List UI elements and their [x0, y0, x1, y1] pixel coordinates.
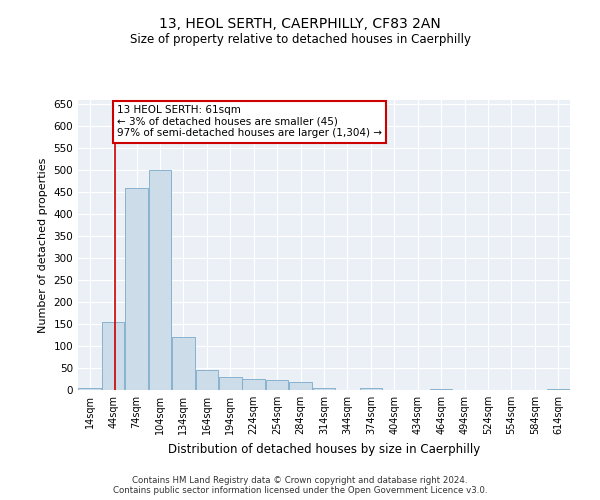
Text: Size of property relative to detached houses in Caerphilly: Size of property relative to detached ho… [130, 32, 470, 46]
Bar [289, 382, 312, 390]
Bar [242, 379, 265, 390]
Bar [102, 322, 124, 390]
Bar [359, 388, 382, 390]
X-axis label: Distribution of detached houses by size in Caerphilly: Distribution of detached houses by size … [168, 442, 480, 456]
Bar [219, 377, 242, 390]
Bar [149, 170, 172, 390]
Bar [125, 188, 148, 390]
Text: 13 HEOL SERTH: 61sqm
← 3% of detached houses are smaller (45)
97% of semi-detach: 13 HEOL SERTH: 61sqm ← 3% of detached ho… [117, 106, 382, 138]
Text: 13, HEOL SERTH, CAERPHILLY, CF83 2AN: 13, HEOL SERTH, CAERPHILLY, CF83 2AN [159, 18, 441, 32]
Bar [266, 380, 289, 390]
Bar [547, 389, 569, 390]
Bar [79, 388, 101, 390]
Bar [172, 338, 195, 390]
Y-axis label: Number of detached properties: Number of detached properties [38, 158, 48, 332]
Bar [430, 389, 452, 390]
Bar [313, 388, 335, 390]
Text: Contains HM Land Registry data © Crown copyright and database right 2024.
Contai: Contains HM Land Registry data © Crown c… [113, 476, 487, 495]
Bar [196, 370, 218, 390]
